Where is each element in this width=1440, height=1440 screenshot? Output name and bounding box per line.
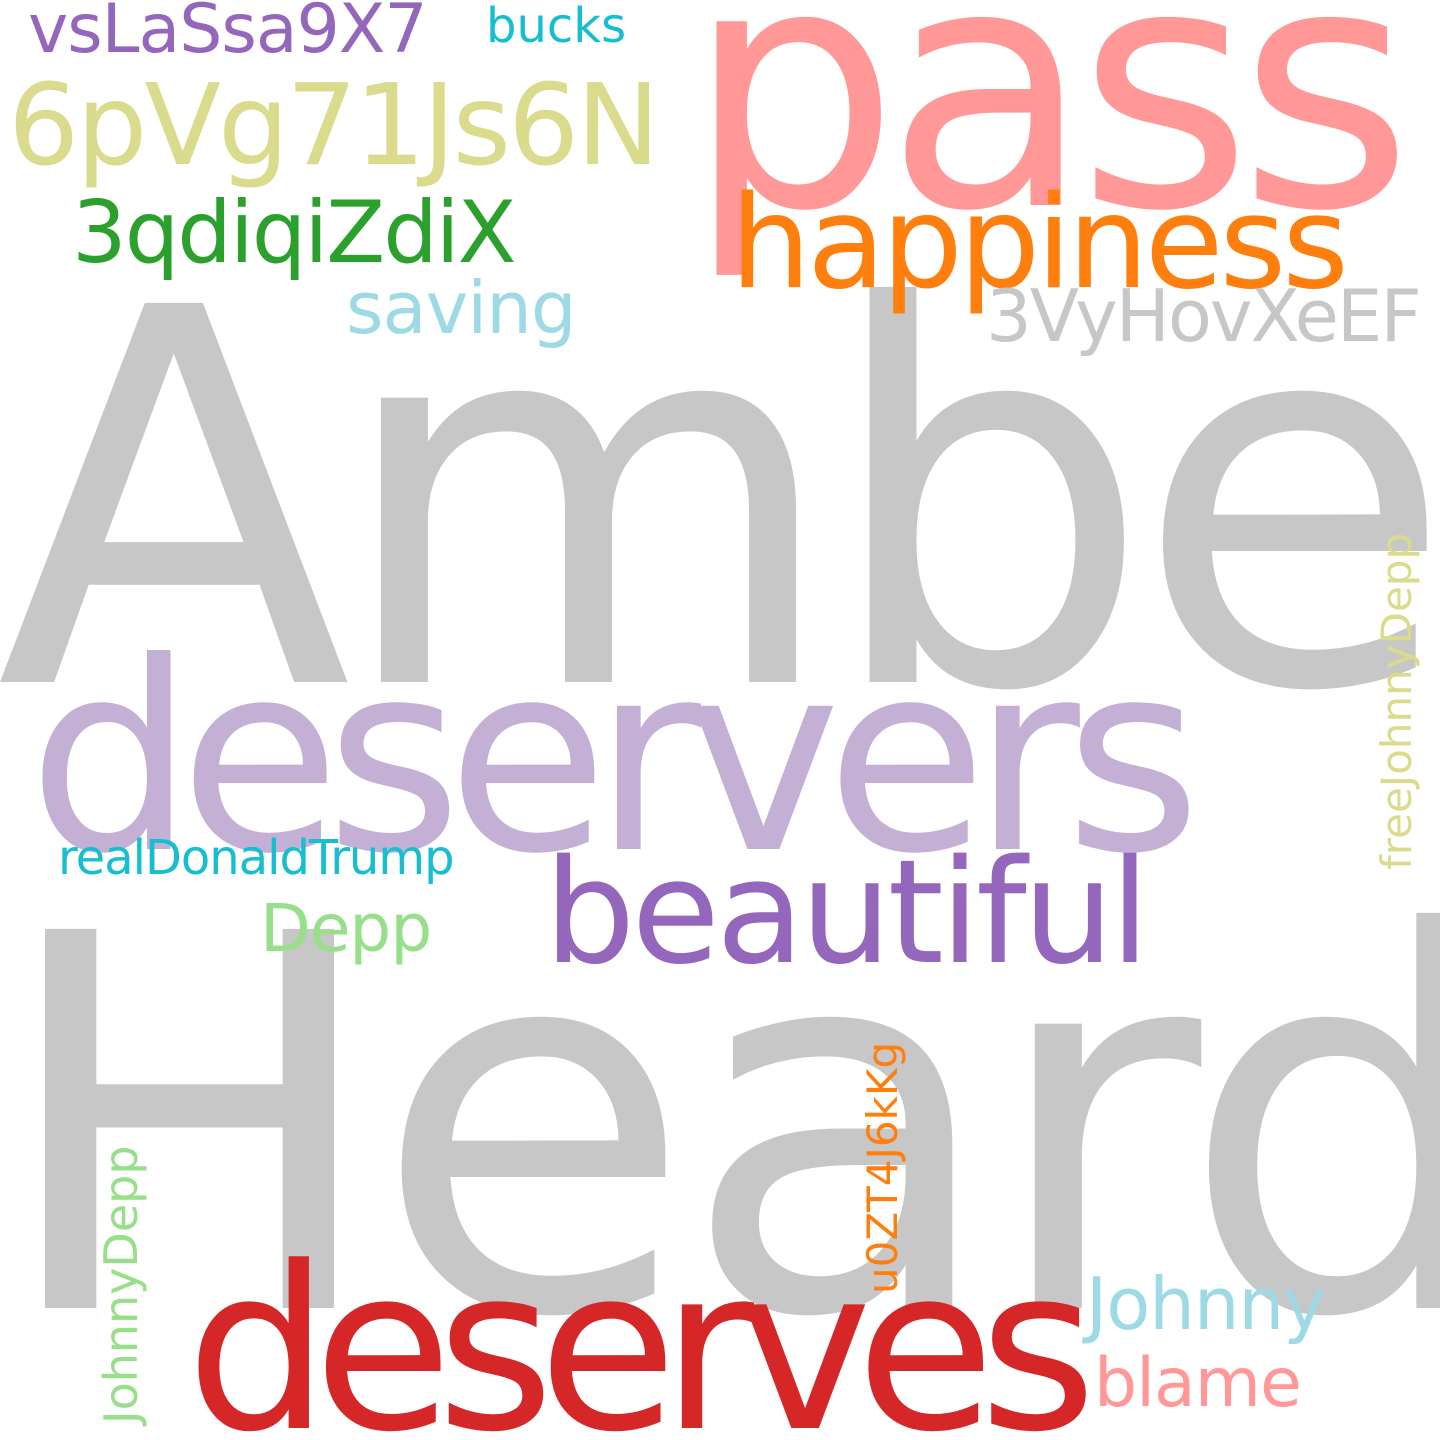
word-amber: Amber	[0, 199, 1440, 805]
word-u0zt4j6kkg: u0ZT4J6kKg	[858, 1041, 907, 1294]
word-deserves: deserves	[186, 1219, 1097, 1440]
word-3vyhovxeef: 3VyHovXeEF	[986, 274, 1422, 358]
word-3qdiqizdix: 3qdiqiZdiX	[72, 183, 517, 283]
word-deservers: deservers	[28, 606, 1201, 911]
word-6pvg71js6n: 6pVg71Js6N	[8, 61, 660, 191]
word-johnnydepp: JohnnyDepp	[94, 1145, 148, 1424]
word-realdonaldtrump: realDonaldTrump	[58, 830, 455, 886]
word-freejohnnydepp: freeJohnnyDepp	[1372, 532, 1421, 870]
word-happiness: happiness	[730, 169, 1349, 318]
word-blame: blame	[1094, 1344, 1302, 1423]
word-johnny: Johnny	[1086, 1262, 1326, 1346]
word-saving: saving	[346, 266, 577, 350]
word-beautiful: beautiful	[544, 828, 1150, 996]
word-pass: pass	[686, 0, 1413, 285]
word-heard: Heard	[0, 825, 1440, 1431]
word-depp: Depp	[260, 890, 432, 967]
word-bucks: bucks	[486, 0, 627, 54]
word-vslassa9x7: vsLaSsa9X7	[28, 0, 428, 69]
